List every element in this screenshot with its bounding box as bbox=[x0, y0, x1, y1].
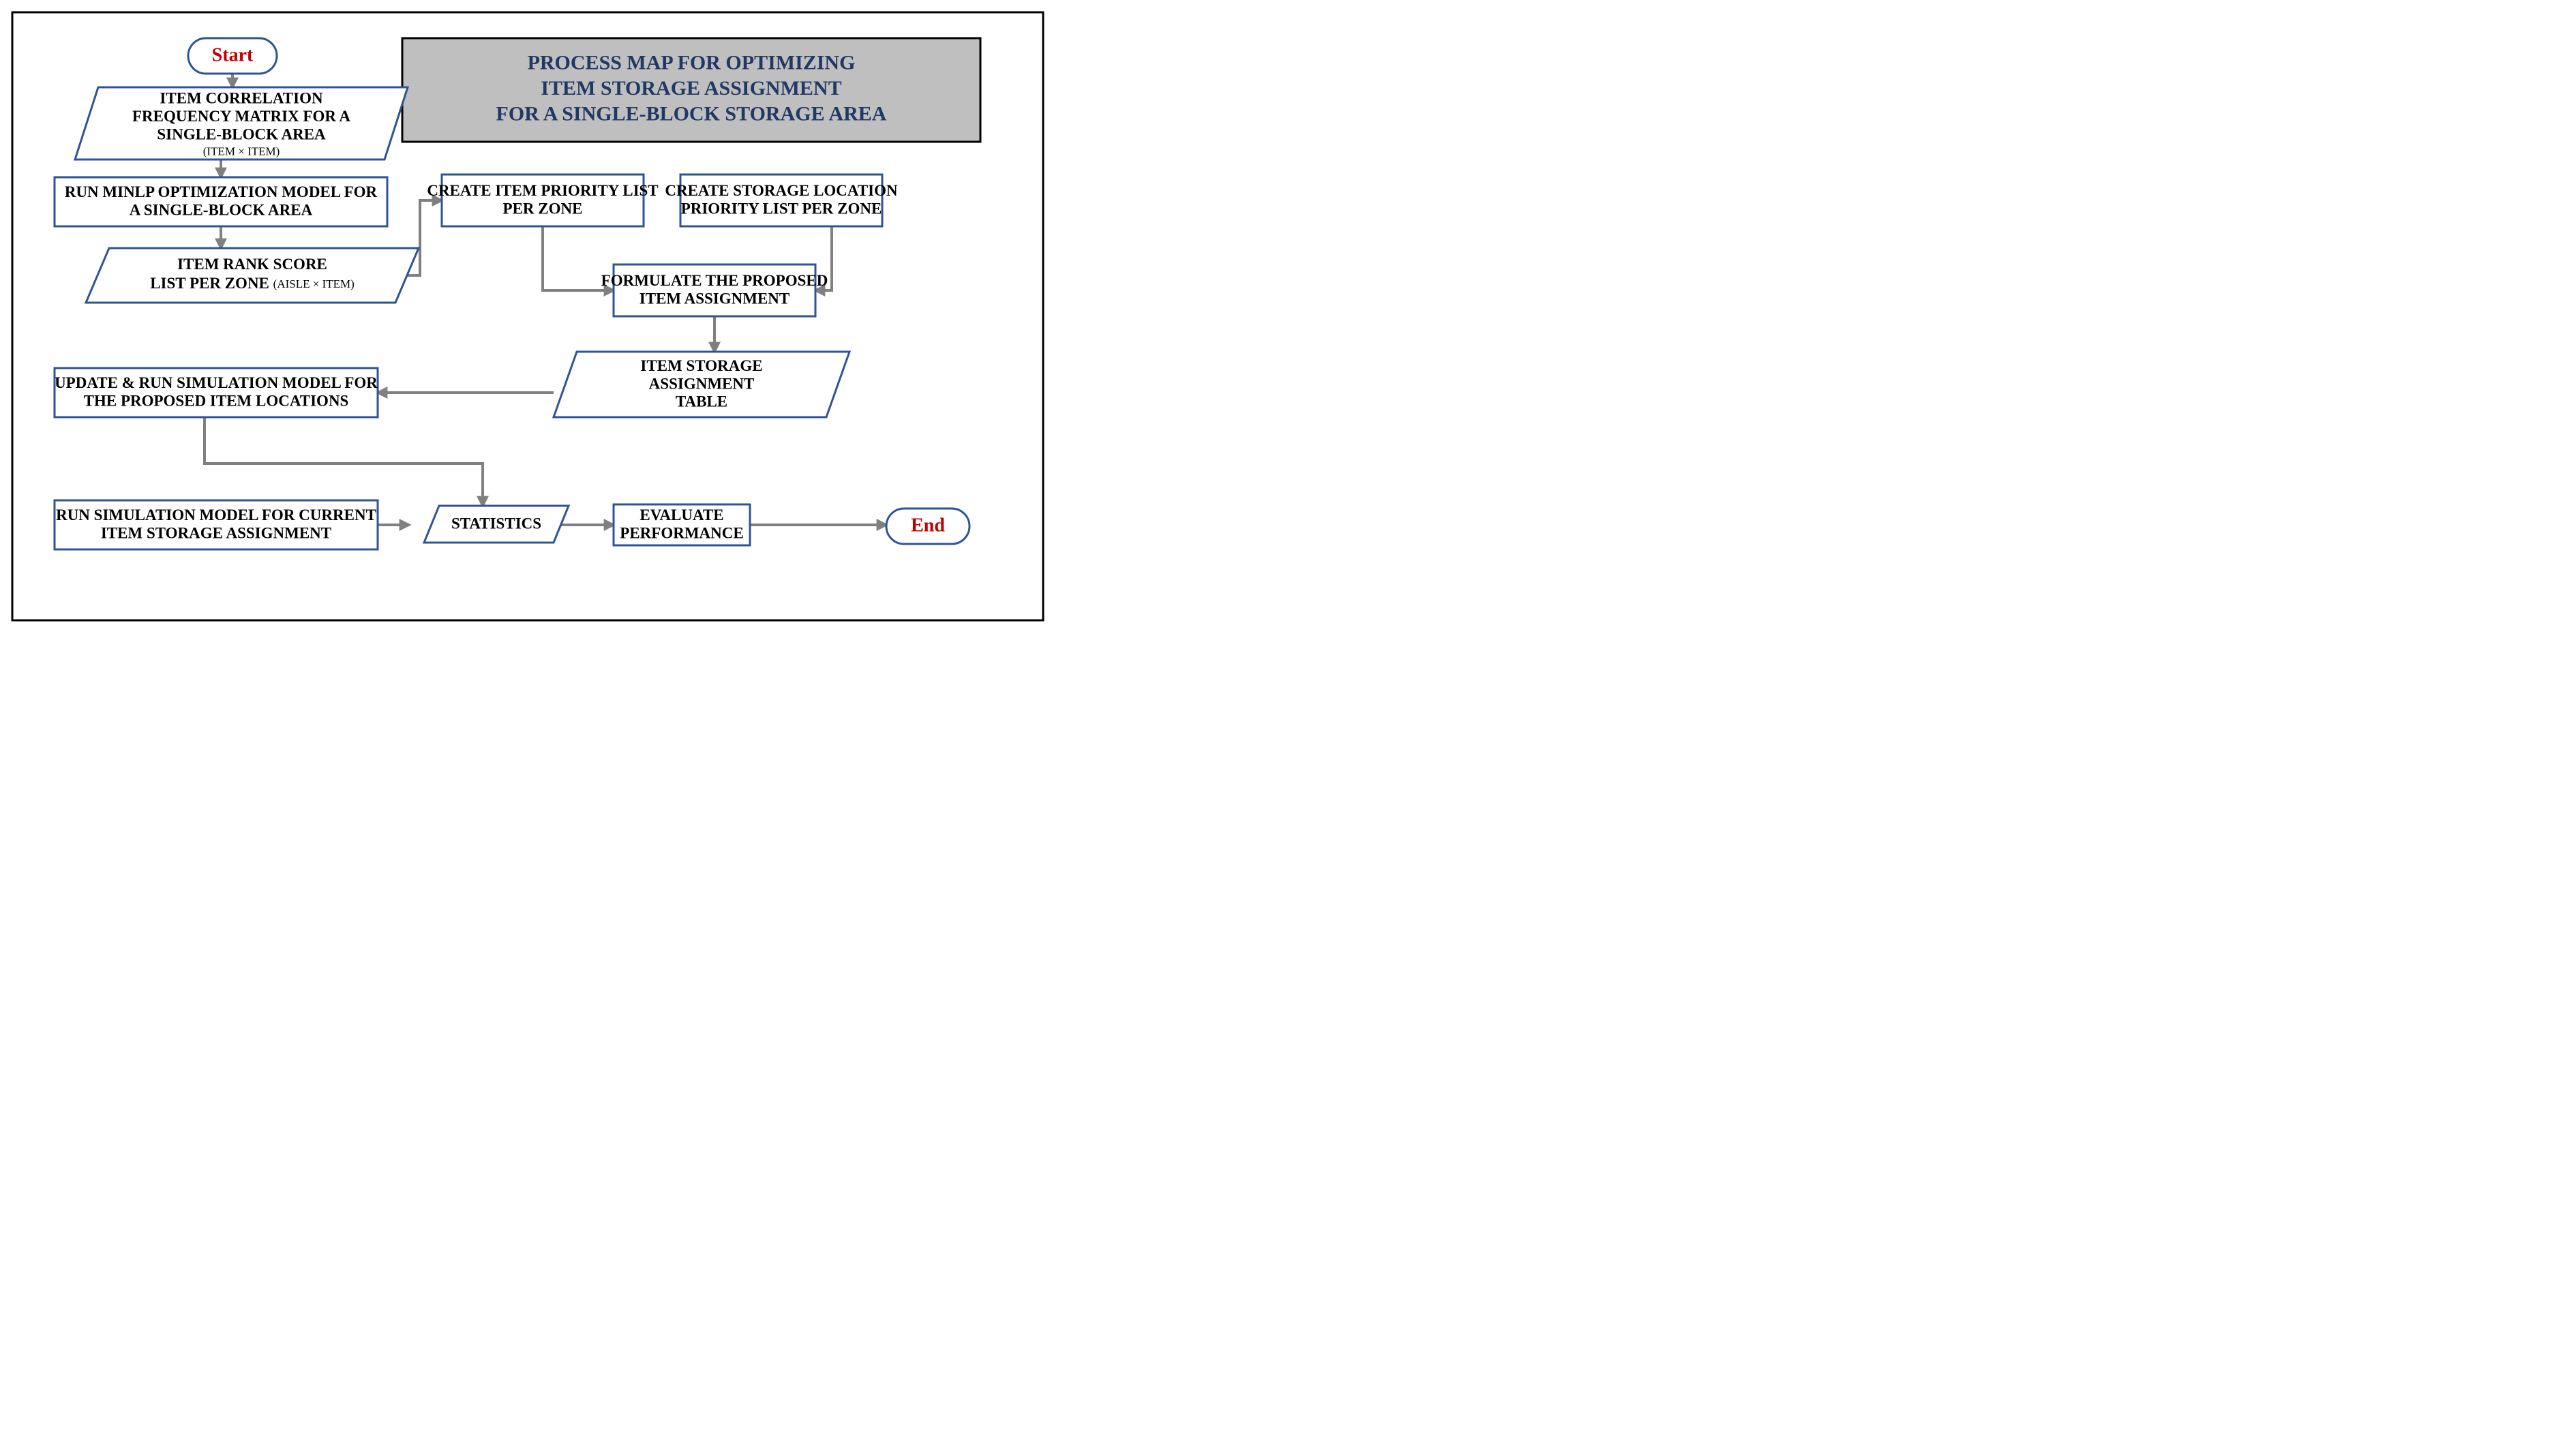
node-start: Start bbox=[188, 38, 277, 74]
svg-text:ITEM STORAGE: ITEM STORAGE bbox=[640, 357, 762, 374]
svg-text:UPDATE & RUN SIMULATION MODEL: UPDATE & RUN SIMULATION MODEL FOR bbox=[55, 374, 378, 391]
svg-text:CREATE STORAGE LOCATION: CREATE STORAGE LOCATION bbox=[665, 182, 898, 199]
svg-text:FORMULATE THE PROPOSED: FORMULATE THE PROPOSED bbox=[601, 272, 828, 289]
svg-text:End: End bbox=[911, 515, 945, 536]
node-n_minlp: RUN MINLP OPTIMIZATION MODEL FOR A SINGLE… bbox=[55, 177, 387, 226]
svg-text:THE PROPOSED ITEM LOCATIONS: THE PROPOSED ITEM LOCATIONS bbox=[84, 393, 349, 410]
svg-text:PRIORITY LIST PER ZONE: PRIORITY LIST PER ZONE bbox=[681, 200, 882, 217]
svg-text:ASSIGNMENT: ASSIGNMENT bbox=[649, 375, 755, 392]
svg-text:FOR A SINGLE-BLOCK STORAGE AR: FOR A SINGLE-BLOCK STORAGE AREA bbox=[496, 102, 887, 125]
svg-text:PERFORMANCE: PERFORMANCE bbox=[620, 525, 743, 542]
svg-text:ITEM CORRELATION: ITEM CORRELATION bbox=[160, 89, 323, 106]
svg-text:FREQUENCY MATRIX FOR A: FREQUENCY MATRIX FOR A bbox=[132, 108, 350, 125]
node-n_icfm: ITEM CORRELATION FREQUENCY MATRIX FOR ASI… bbox=[75, 87, 408, 160]
node-n_itemp: CREATE ITEM PRIORITY LISTPER ZONE bbox=[427, 175, 658, 226]
svg-text:A SINGLE-BLOCK AREA: A SINGLE-BLOCK AREA bbox=[130, 202, 313, 219]
node-end: End bbox=[886, 509, 969, 544]
svg-text:STATISTICS: STATISTICS bbox=[451, 515, 541, 532]
node-n_rank: ITEM RANK SCORE LIST PER ZONE (AISLE × IT… bbox=[86, 248, 419, 303]
svg-text:CREATE ITEM PRIORITY LIST: CREATE ITEM PRIORITY LIST bbox=[427, 182, 658, 199]
node-n_eval: EVALUATEPERFORMANCE bbox=[614, 504, 750, 545]
node-n_table: ITEM STORAGEASSIGNMENTTABLE bbox=[554, 352, 849, 417]
svg-text:RUN SIMULATION MODEL FOR CURRE: RUN SIMULATION MODEL FOR CURRENT bbox=[56, 506, 376, 524]
svg-text:RUN MINLP OPTIMIZATION MODEL F: RUN MINLP OPTIMIZATION MODEL FOR bbox=[65, 183, 378, 200]
svg-text:ITEM STORAGE ASSIGNMENT: ITEM STORAGE ASSIGNMENT bbox=[541, 77, 841, 100]
svg-text:Start: Start bbox=[212, 44, 254, 65]
node-n_form: FORMULATE THE PROPOSEDITEM ASSIGNMENT bbox=[601, 264, 828, 316]
svg-text:(ITEM × ITEM): (ITEM × ITEM) bbox=[203, 145, 280, 157]
svg-text:TABLE: TABLE bbox=[676, 393, 727, 410]
svg-text:PROCESS MAP FOR OPTIMIZING: PROCESS MAP FOR OPTIMIZING bbox=[528, 51, 856, 74]
svg-text:ITEM RANK SCORE: ITEM RANK SCORE bbox=[177, 256, 327, 273]
node-n_stat: STATISTICS bbox=[424, 506, 569, 543]
svg-text:LIST PER ZONE (AISLE × ITEM): LIST PER ZONE (AISLE × ITEM) bbox=[150, 275, 355, 292]
svg-text:PER ZONE: PER ZONE bbox=[503, 200, 583, 217]
svg-text:SINGLE-BLOCK AREA: SINGLE-BLOCK AREA bbox=[157, 125, 326, 142]
edge-n_upd-n_stat bbox=[205, 417, 483, 506]
node-n_upd: UPDATE & RUN SIMULATION MODEL FOR THE PRO… bbox=[55, 368, 378, 417]
svg-text:EVALUATE: EVALUATE bbox=[640, 506, 723, 524]
svg-text:ITEM STORAGE ASSIGNMENT: ITEM STORAGE ASSIGNMENT bbox=[101, 525, 331, 542]
node-n_locp: CREATE STORAGE LOCATIONPRIORITY LIST PER… bbox=[665, 175, 898, 226]
node-n_curr: RUN SIMULATION MODEL FOR CURRENTITEM STO… bbox=[55, 500, 378, 549]
svg-text:ITEM ASSIGNMENT: ITEM ASSIGNMENT bbox=[640, 290, 789, 307]
